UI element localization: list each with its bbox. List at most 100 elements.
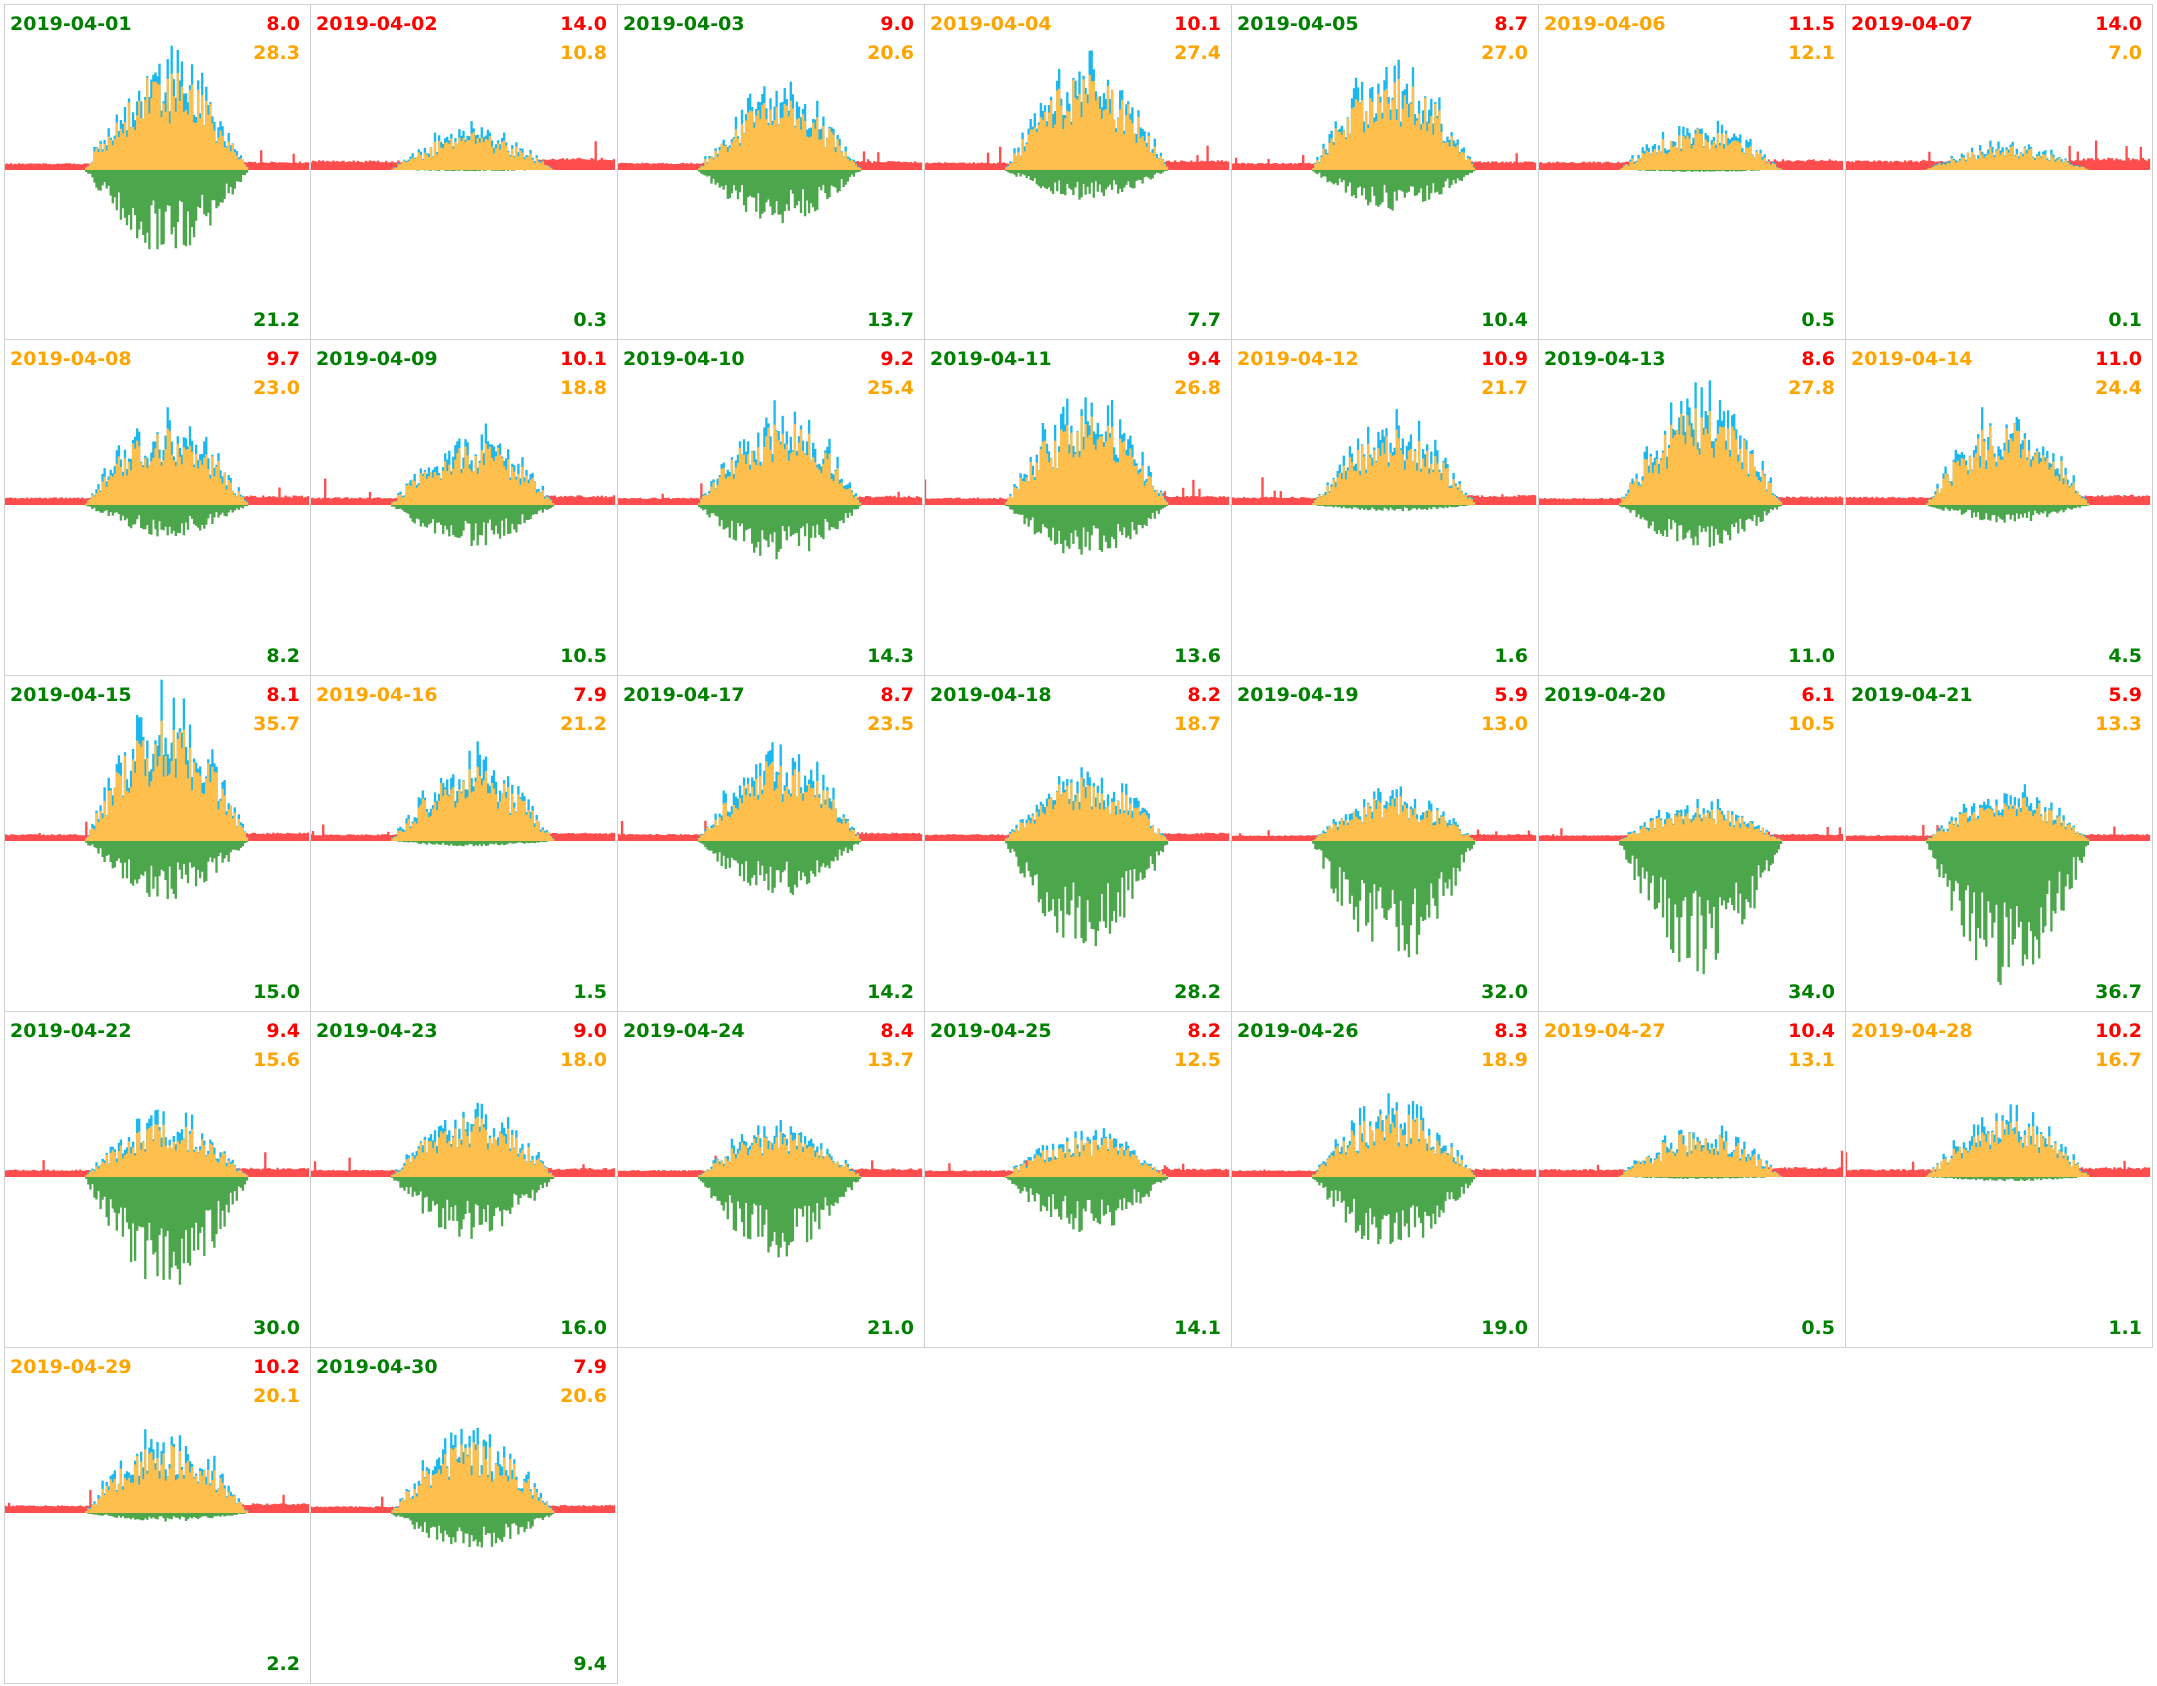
day-chart bbox=[1539, 1125, 1844, 1179]
date-label: 2019-04-11 bbox=[930, 348, 1052, 370]
green-value: 15.0 bbox=[253, 981, 300, 1003]
solar-series bbox=[85, 428, 249, 505]
green-value: 1.6 bbox=[1494, 645, 1528, 667]
date-label: 2019-04-26 bbox=[1237, 1020, 1359, 1042]
solar-series bbox=[85, 720, 249, 841]
green-value: 1.5 bbox=[573, 981, 607, 1003]
green-value: 9.4 bbox=[573, 1653, 607, 1675]
day-chart bbox=[1232, 59, 1537, 211]
export-series bbox=[85, 505, 249, 537]
export-series bbox=[1637, 170, 1760, 172]
date-label: 2019-04-30 bbox=[316, 1356, 438, 1378]
day-chart bbox=[1539, 120, 1844, 172]
red-value: 8.3 bbox=[1494, 1020, 1528, 1042]
green-value: 13.7 bbox=[867, 309, 914, 331]
orange-value: 20.1 bbox=[253, 1385, 300, 1407]
day-panel: 2019-04-22 9.4 15.6 30.0 bbox=[4, 1012, 311, 1348]
solar-series bbox=[391, 132, 555, 170]
day-panel: 2019-04-19 5.9 13.0 32.0 bbox=[1232, 676, 1539, 1012]
solar-series bbox=[391, 766, 555, 841]
date-label: 2019-04-03 bbox=[623, 13, 745, 35]
green-value: 21.2 bbox=[253, 309, 300, 331]
red-value: 14.0 bbox=[2095, 13, 2142, 35]
day-panel: 2019-04-11 9.4 26.8 13.6 bbox=[925, 340, 1232, 676]
date-label: 2019-04-13 bbox=[1544, 348, 1666, 370]
orange-value: 13.3 bbox=[2095, 713, 2142, 735]
date-label: 2019-04-22 bbox=[10, 1020, 132, 1042]
day-panel: 2019-04-12 10.9 21.7 1.6 bbox=[1232, 340, 1539, 676]
orange-value: 27.0 bbox=[1481, 42, 1528, 64]
red-value: 9.0 bbox=[880, 13, 914, 35]
solar-series bbox=[1005, 777, 1169, 841]
solar-series bbox=[698, 761, 862, 841]
export-series bbox=[1312, 1177, 1476, 1245]
day-chart bbox=[925, 767, 1230, 947]
red-value: 8.2 bbox=[1187, 1020, 1221, 1042]
green-value: 14.3 bbox=[867, 645, 914, 667]
green-value: 8.2 bbox=[266, 645, 300, 667]
green-value: 10.4 bbox=[1481, 309, 1528, 331]
day-chart bbox=[618, 400, 923, 560]
export-series bbox=[1312, 170, 1476, 211]
export-series bbox=[1316, 505, 1470, 512]
export-series bbox=[391, 1513, 555, 1548]
solar-series bbox=[1619, 128, 1783, 170]
day-chart bbox=[5, 45, 310, 250]
day-panel: 2019-04-18 8.2 18.7 28.2 bbox=[925, 676, 1232, 1012]
red-value: 5.9 bbox=[1494, 684, 1528, 706]
solar-series bbox=[391, 443, 555, 505]
day-chart bbox=[1232, 409, 1537, 512]
export-series bbox=[1005, 1177, 1169, 1232]
red-value: 9.7 bbox=[266, 348, 300, 370]
red-value: 10.9 bbox=[1481, 348, 1528, 370]
green-value: 13.6 bbox=[1174, 645, 1221, 667]
red-value: 8.6 bbox=[1801, 348, 1835, 370]
orange-value: 27.4 bbox=[1174, 42, 1221, 64]
orange-value: 18.7 bbox=[1174, 713, 1221, 735]
green-value: 16.0 bbox=[560, 1317, 607, 1339]
date-label: 2019-04-15 bbox=[10, 684, 132, 706]
solar-series bbox=[698, 100, 862, 170]
green-value: 0.3 bbox=[573, 309, 607, 331]
date-label: 2019-04-29 bbox=[10, 1356, 132, 1378]
day-panel: 2019-04-28 10.2 16.7 1.1 bbox=[1846, 1012, 2153, 1348]
date-label: 2019-04-27 bbox=[1544, 1020, 1666, 1042]
day-chart bbox=[311, 1427, 616, 1548]
red-value: 9.2 bbox=[880, 348, 914, 370]
green-value: 4.5 bbox=[2108, 645, 2142, 667]
daily-energy-grid: 2019-04-01 8.0 28.3 21.2 2019-04-02 14.0 10.8 0… bbox=[4, 4, 2153, 1684]
red-value: 7.9 bbox=[573, 684, 607, 706]
day-panel: 2019-04-03 9.0 20.6 13.7 bbox=[618, 4, 925, 340]
solar-series bbox=[1005, 74, 1169, 170]
orange-value: 10.5 bbox=[1788, 713, 1835, 735]
orange-value: 13.1 bbox=[1788, 1049, 1835, 1071]
day-panel: 2019-04-02 14.0 10.8 0.3 bbox=[311, 4, 618, 340]
green-value: 30.0 bbox=[253, 1317, 300, 1339]
export-series bbox=[1635, 1177, 1766, 1179]
export-series bbox=[85, 170, 249, 250]
day-panel: 2019-04-24 8.4 13.7 21.0 bbox=[618, 1012, 925, 1348]
date-label: 2019-04-04 bbox=[930, 13, 1052, 35]
red-value: 6.1 bbox=[1801, 684, 1835, 706]
export-series bbox=[1005, 505, 1169, 555]
red-value: 10.1 bbox=[1174, 13, 1221, 35]
day-panel: 2019-04-17 8.7 23.5 14.2 bbox=[618, 676, 925, 1012]
solar-series bbox=[1926, 423, 2090, 505]
day-panel: 2019-04-04 10.1 27.4 7.7 bbox=[925, 4, 1232, 340]
red-value: 10.4 bbox=[1788, 1020, 1835, 1042]
red-value: 8.4 bbox=[880, 1020, 914, 1042]
date-label: 2019-04-25 bbox=[930, 1020, 1052, 1042]
date-label: 2019-04-02 bbox=[316, 13, 438, 35]
solar-series bbox=[698, 1132, 862, 1177]
green-value: 0.5 bbox=[1801, 1317, 1835, 1339]
red-value: 10.2 bbox=[2095, 1020, 2142, 1042]
day-chart bbox=[1232, 786, 1537, 958]
day-panel: 2019-04-21 5.9 13.3 36.7 bbox=[1846, 676, 2153, 1012]
red-value: 7.9 bbox=[573, 1356, 607, 1378]
day-panel: 2019-04-08 9.7 23.0 8.2 bbox=[4, 340, 311, 676]
green-value: 11.0 bbox=[1788, 645, 1835, 667]
orange-value: 18.8 bbox=[560, 377, 607, 399]
date-label: 2019-04-01 bbox=[10, 13, 132, 35]
day-chart bbox=[5, 1429, 310, 1522]
green-value: 2.2 bbox=[266, 1653, 300, 1675]
